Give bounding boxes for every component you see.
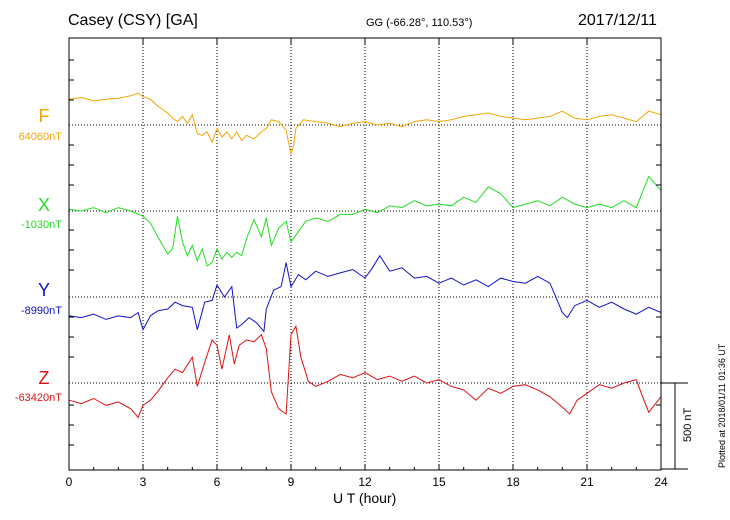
series-label-x: X — [37, 195, 50, 215]
station-title: Casey (CSY) [GA] — [68, 12, 198, 29]
scale-bar-label: 500 nT — [682, 407, 694, 442]
baseline-value-f: 64060nT — [18, 131, 62, 143]
baseline-value-y: -8990nT — [21, 305, 62, 317]
series-traces — [68, 92, 662, 419]
baseline-value-x: -1030nT — [21, 219, 62, 231]
series-label-y: Y — [37, 280, 50, 300]
plotted-timestamp: Plotted at 2018/01/11 01:36 UT — [717, 343, 727, 468]
x-axis-ticks: 0 3 6 9 12 15 18 21 24 — [66, 38, 668, 489]
series-line-z — [68, 324, 662, 419]
series-line-y — [68, 254, 662, 333]
series-label-f: F — [38, 106, 50, 126]
observation-date: 2017/12/11 — [578, 12, 657, 29]
x-tick-label-24: 24 — [654, 475, 668, 489]
x-tick-label-6: 6 — [214, 475, 221, 489]
series-line-f — [68, 92, 662, 155]
grid — [69, 38, 661, 470]
x-tick-label-15: 15 — [432, 475, 446, 489]
x-tick-label-3: 3 — [140, 475, 147, 489]
series-line-x — [68, 175, 662, 267]
x-tick-label-9: 9 — [288, 475, 295, 489]
series-label-z: Z — [38, 368, 50, 388]
baseline-value-z: -63420nT — [14, 392, 62, 404]
scale-bar — [661, 382, 688, 470]
x-axis-label: U T (hour) — [333, 490, 397, 506]
x-tick-label-21: 21 — [580, 475, 594, 489]
geographic-coordinates: GG (-66.28°, 110.53°) — [366, 17, 473, 29]
x-tick-label-0: 0 — [66, 475, 73, 489]
x-tick-label-12: 12 — [358, 475, 372, 489]
x-tick-label-18: 18 — [506, 475, 520, 489]
